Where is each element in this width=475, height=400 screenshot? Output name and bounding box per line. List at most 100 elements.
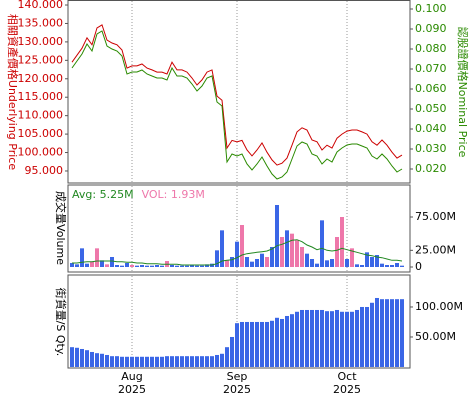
y-axis-title: 相關資產價格Underlying Price xyxy=(6,14,20,170)
bar xyxy=(120,356,124,367)
bar xyxy=(395,263,399,267)
bar xyxy=(265,257,269,267)
y-tick-label: 50.00M xyxy=(415,330,456,343)
bar xyxy=(190,265,194,267)
bar xyxy=(215,354,219,367)
bar xyxy=(190,356,194,367)
bar xyxy=(130,356,134,367)
bar xyxy=(250,261,254,267)
legend-entry: Avg: 5.25M xyxy=(72,188,134,201)
bar xyxy=(340,311,344,367)
bar xyxy=(310,309,314,367)
y-tick-label: 125.000 xyxy=(18,53,64,66)
bar xyxy=(370,257,374,267)
y-tick-label: 25.00M xyxy=(415,243,456,256)
x-tick-label-part: Oct xyxy=(337,370,357,383)
y-tick-label: 100.00M xyxy=(415,300,463,313)
y-tick-label: 110.000 xyxy=(18,109,64,122)
bar xyxy=(285,230,289,267)
bar xyxy=(285,315,289,367)
bar xyxy=(345,311,349,367)
bar xyxy=(220,353,224,367)
bar xyxy=(290,233,294,267)
bar xyxy=(155,356,159,367)
bar xyxy=(380,299,384,367)
y-tick-label: 105.000 xyxy=(18,127,64,140)
bar xyxy=(225,347,229,367)
bar xyxy=(200,265,204,267)
bar xyxy=(220,230,224,267)
bar xyxy=(400,265,404,267)
bar xyxy=(320,309,324,367)
bar xyxy=(375,255,379,267)
bar xyxy=(365,306,369,367)
y-tick-label: 0.030 xyxy=(415,142,447,155)
y-tick-label: 0.040 xyxy=(415,122,447,135)
bar xyxy=(100,260,104,267)
bar xyxy=(145,356,149,367)
bar xyxy=(115,356,119,367)
price-line xyxy=(71,24,403,166)
bar xyxy=(275,317,279,367)
bar xyxy=(345,259,349,267)
bar xyxy=(70,347,74,367)
bar xyxy=(100,353,104,367)
bar xyxy=(165,356,169,367)
bar xyxy=(270,247,274,267)
y-tick-label: 0.070 xyxy=(415,62,447,75)
bar xyxy=(280,237,284,267)
bar xyxy=(305,253,309,267)
bar xyxy=(300,247,304,267)
bar xyxy=(155,265,159,267)
bar xyxy=(185,265,189,267)
bar xyxy=(95,248,99,267)
x-tick-label-part: Aug xyxy=(121,370,142,383)
bar xyxy=(170,356,174,367)
bar xyxy=(80,348,84,367)
bar xyxy=(320,220,324,267)
bar xyxy=(160,265,164,267)
bar xyxy=(215,250,219,267)
bar xyxy=(375,297,379,367)
y-axis-title: 成交量Volume xyxy=(54,191,68,265)
x-tick-label-part: Sep xyxy=(227,370,248,383)
bar xyxy=(355,309,359,367)
bar xyxy=(90,351,94,367)
bar xyxy=(335,237,339,267)
bar xyxy=(255,321,259,367)
bar xyxy=(180,356,184,367)
bar xyxy=(85,263,89,267)
bar xyxy=(235,323,239,367)
bar xyxy=(75,264,79,267)
bar xyxy=(125,263,129,267)
y-tick-label: 0 xyxy=(415,260,422,273)
bar xyxy=(335,309,339,367)
bar xyxy=(260,321,264,367)
bar xyxy=(195,265,199,267)
bar xyxy=(70,263,74,267)
bar xyxy=(295,311,299,367)
bar xyxy=(365,252,369,267)
panel-frame xyxy=(67,274,411,369)
bar xyxy=(140,356,144,367)
bar xyxy=(225,260,229,267)
bar xyxy=(315,263,319,267)
y-tick-label: 120.000 xyxy=(18,72,64,85)
bar xyxy=(115,265,119,267)
avg-line xyxy=(72,239,403,266)
bar xyxy=(230,257,234,267)
bar xyxy=(195,356,199,367)
bar xyxy=(380,263,384,267)
bar xyxy=(255,259,259,267)
x-tick-label: Aug 2025 xyxy=(118,370,146,396)
price-line xyxy=(71,30,403,180)
y-tick-label: 95.000 xyxy=(25,164,64,177)
y-tick-label: 100.000 xyxy=(18,146,64,159)
bar xyxy=(240,321,244,367)
bar xyxy=(160,356,164,367)
bar xyxy=(325,260,329,267)
bar xyxy=(400,299,404,367)
bar xyxy=(110,356,114,367)
bar xyxy=(265,321,269,367)
y-tick-label: 0.080 xyxy=(415,42,447,55)
